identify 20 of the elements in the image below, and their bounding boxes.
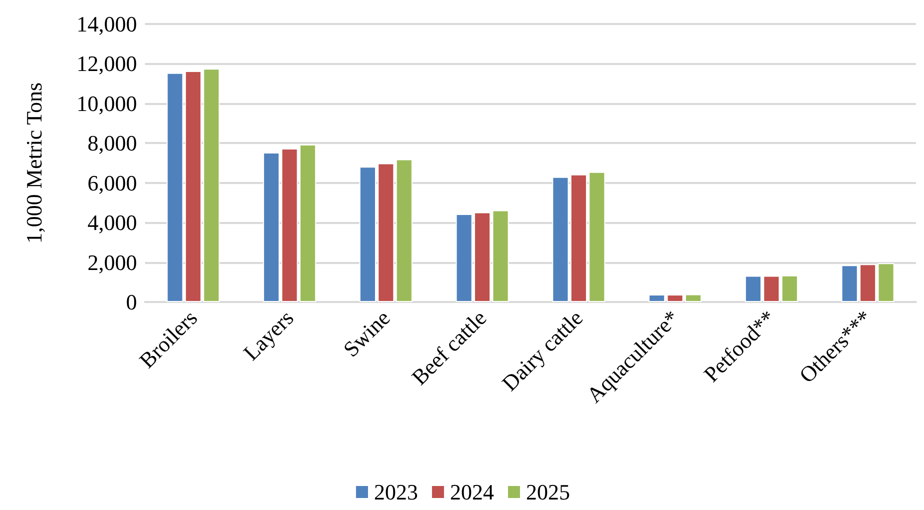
bar <box>781 275 798 302</box>
legend-label: 2024 <box>450 480 494 504</box>
bar <box>492 210 509 302</box>
legend-label: 2023 <box>374 480 418 504</box>
y-tick-label: 10,000 <box>76 90 137 116</box>
legend-label: 2025 <box>526 480 570 504</box>
y-tick-label: 2,000 <box>88 250 137 275</box>
y-tick-label: 0 <box>126 290 137 314</box>
y-tick-label: 14,000 <box>76 12 137 36</box>
y-axis-title: 1,000 Metric Tons <box>22 82 46 244</box>
bar <box>263 152 280 302</box>
bar <box>396 159 412 302</box>
bar <box>648 294 666 302</box>
bar <box>166 72 184 302</box>
y-tick-label: 6,000 <box>88 170 137 196</box>
y-tick-label: 8,000 <box>88 130 137 156</box>
y-tick-label: 4,000 <box>88 210 137 236</box>
bar <box>552 176 569 302</box>
y-tick-label: 12,000 <box>76 51 137 76</box>
bar <box>878 263 894 302</box>
